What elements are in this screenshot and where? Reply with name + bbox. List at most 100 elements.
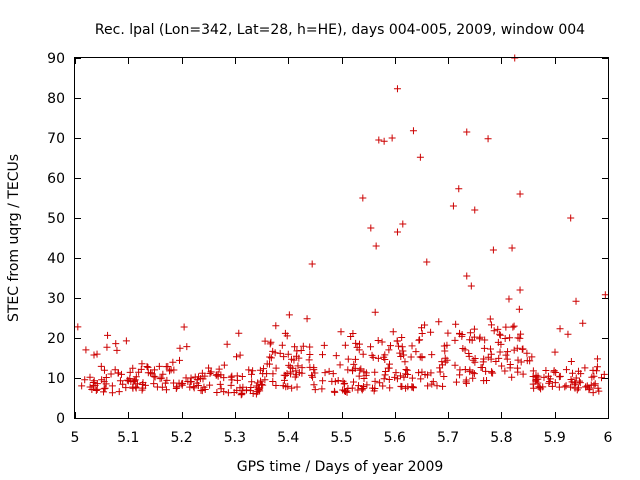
- data-point: [487, 350, 495, 358]
- data-point: [470, 325, 478, 333]
- data-point: [416, 336, 424, 344]
- data-point: [380, 375, 388, 383]
- data-point: [369, 353, 377, 361]
- data-point: [227, 381, 235, 389]
- data-point: [190, 384, 198, 392]
- data-point: [416, 153, 424, 161]
- data-point: [355, 382, 363, 390]
- data-point: [329, 370, 337, 378]
- data-point: [205, 364, 213, 372]
- data-point: [408, 342, 416, 350]
- data-point: [461, 365, 469, 373]
- data-point: [438, 358, 446, 366]
- data-point: [183, 343, 191, 351]
- x-tick-label: 5.1: [117, 430, 139, 446]
- data-point: [427, 369, 435, 377]
- data-point: [215, 365, 223, 373]
- data-point: [287, 355, 295, 363]
- data-point: [238, 389, 246, 397]
- data-point: [180, 323, 188, 331]
- data-point: [207, 368, 215, 376]
- data-point: [269, 347, 277, 355]
- data-point: [255, 384, 263, 392]
- data-point: [562, 382, 570, 390]
- data-point: [477, 363, 485, 371]
- data-point: [158, 383, 166, 391]
- data-point: [385, 346, 393, 354]
- data-point: [427, 328, 435, 336]
- data-point: [131, 376, 139, 384]
- data-point: [385, 364, 393, 372]
- data-point: [552, 368, 560, 376]
- data-point: [451, 336, 459, 344]
- data-point: [100, 388, 108, 396]
- data-point: [429, 378, 437, 386]
- data-point: [259, 381, 267, 389]
- data-point: [487, 345, 495, 353]
- data-point: [374, 354, 382, 362]
- data-point: [138, 360, 146, 368]
- data-point: [114, 369, 122, 377]
- data-point: [502, 323, 510, 331]
- data-point: [428, 351, 436, 359]
- data-point: [233, 376, 241, 384]
- data-point: [496, 348, 504, 356]
- data-point: [272, 382, 280, 390]
- data-point: [587, 381, 595, 389]
- data-point: [418, 330, 426, 338]
- data-point: [306, 343, 314, 351]
- data-point: [469, 369, 477, 377]
- data-point: [239, 383, 247, 391]
- data-point: [598, 374, 606, 382]
- data-point: [206, 381, 214, 389]
- data-point: [278, 341, 286, 349]
- data-point: [295, 369, 303, 377]
- data-point: [393, 337, 401, 345]
- data-point: [490, 327, 498, 335]
- data-point: [393, 228, 401, 236]
- data-point: [103, 343, 111, 351]
- data-point: [97, 362, 105, 370]
- data-point: [167, 366, 175, 374]
- data-point: [357, 365, 365, 373]
- x-tick-label: 6: [604, 430, 613, 446]
- x-tick-label: 5.9: [544, 430, 566, 446]
- data-point: [487, 321, 495, 329]
- data-point: [272, 364, 280, 372]
- data-point: [412, 348, 420, 356]
- data-point: [220, 374, 228, 382]
- data-point: [115, 388, 123, 396]
- data-point: [144, 369, 152, 377]
- data-point: [159, 370, 167, 378]
- data-point: [504, 348, 512, 356]
- x-tick-label: 5.3: [224, 430, 246, 446]
- data-point: [415, 369, 423, 377]
- data-point: [294, 362, 302, 370]
- data-point: [452, 320, 460, 328]
- data-point: [108, 382, 116, 390]
- data-point: [389, 328, 397, 336]
- data-point: [349, 329, 357, 337]
- data-point: [481, 336, 489, 344]
- data-point: [341, 379, 349, 387]
- data-point: [266, 353, 274, 361]
- data-point: [349, 367, 357, 375]
- data-point: [589, 389, 597, 397]
- data-point: [341, 387, 349, 395]
- data-point: [100, 385, 108, 393]
- data-point: [217, 385, 225, 393]
- data-point: [237, 391, 245, 399]
- data-point: [127, 377, 135, 385]
- data-point: [285, 361, 293, 369]
- y-tick-label: 40: [47, 251, 65, 267]
- data-point: [501, 367, 509, 375]
- data-point: [470, 370, 478, 378]
- data-point: [305, 356, 313, 364]
- data-point: [318, 385, 326, 393]
- data-point: [440, 373, 448, 381]
- data-point: [150, 380, 158, 388]
- data-point: [517, 330, 525, 338]
- data-point: [519, 370, 527, 378]
- data-point: [545, 379, 553, 387]
